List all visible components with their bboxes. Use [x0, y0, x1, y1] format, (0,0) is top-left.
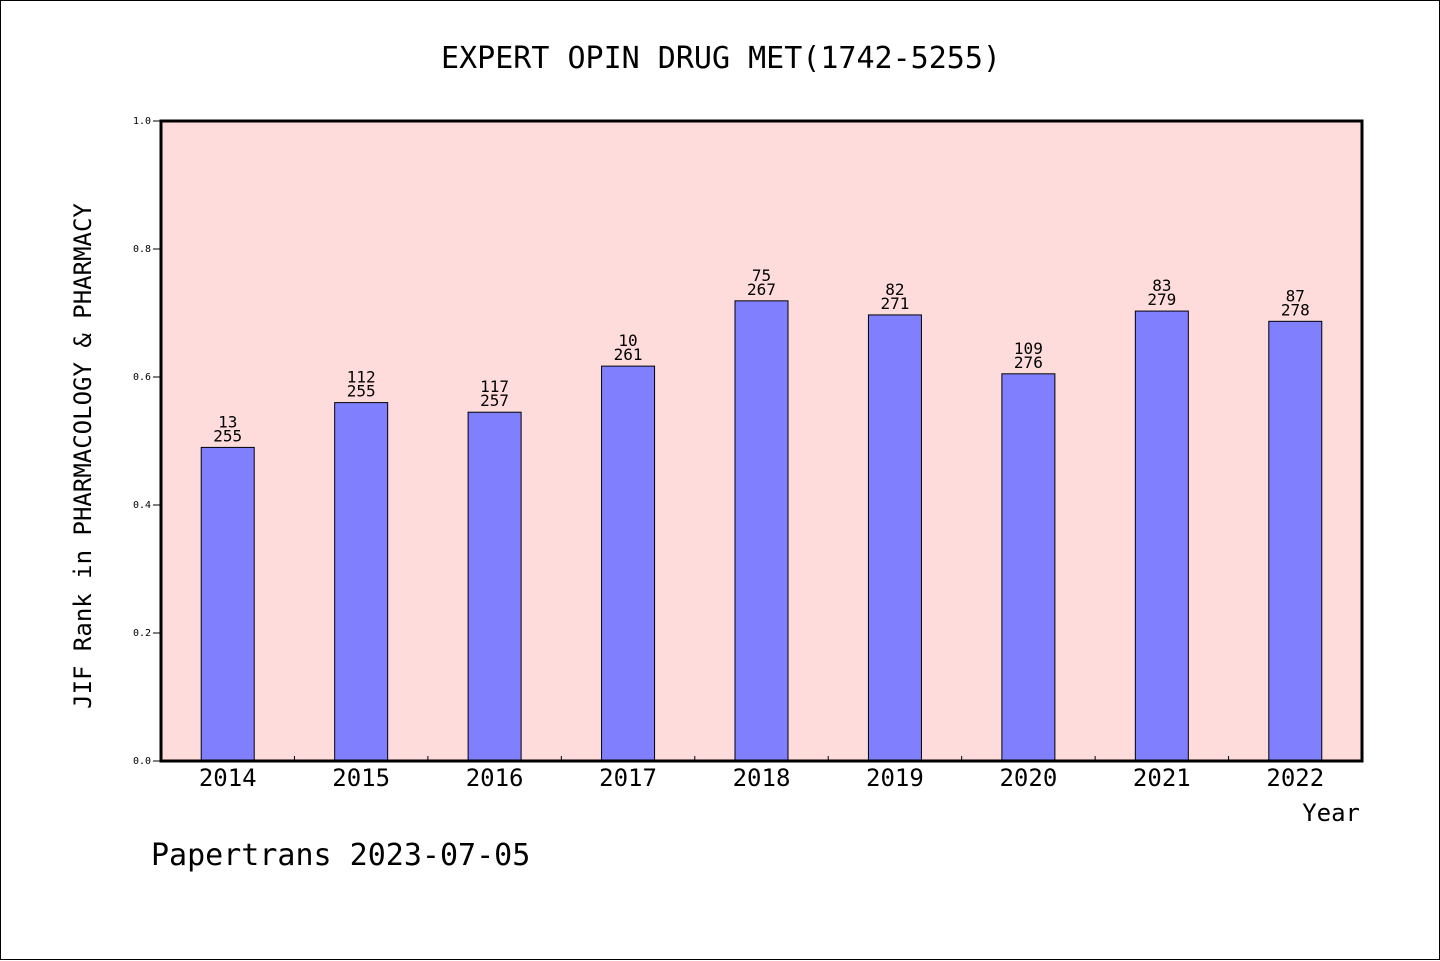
plot-frame: [159, 119, 1364, 763]
y-tick-label-1.0: 1.0: [133, 116, 151, 127]
data-label-bottom-2016: 257: [480, 391, 509, 410]
data-label-bottom-2018: 267: [747, 280, 776, 299]
x-tick-label-2021: 2021: [1133, 764, 1191, 792]
bar-2017: [601, 365, 656, 762]
y-tick-label-0.6: 0.6: [133, 372, 151, 383]
data-label-bottom-2014: 255: [213, 426, 242, 445]
data-label-top-2017: 10: [618, 331, 637, 350]
data-label-top-2018: 75: [752, 266, 771, 285]
x-tick-label-2014: 2014: [199, 764, 257, 792]
x-tick-label-2017: 2017: [599, 764, 657, 792]
data-label-bottom-2017: 261: [614, 345, 643, 364]
y-axis-label: JIF Rank in PHARMACOLOGY & PHARMACY: [69, 203, 97, 709]
bar-2021: [1134, 310, 1189, 762]
data-label-bottom-2020: 276: [1014, 353, 1043, 372]
x-tick-label-2016: 2016: [466, 764, 524, 792]
bar-2014: [200, 446, 255, 762]
data-label-top-2015: 112: [347, 368, 376, 387]
data-label-top-2014: 13: [218, 412, 237, 431]
y-axis: 0.0 0.2 0.4 0.6 0.8 1.0: [133, 116, 161, 767]
bar-2022: [1268, 320, 1323, 762]
footer-credit: Papertrans 2023-07-05: [151, 838, 530, 873]
chart-title: EXPERT OPIN DRUG MET(1742-5255): [441, 41, 1001, 76]
x-tick-label-2019: 2019: [866, 764, 924, 792]
data-label-bottom-2019: 271: [880, 294, 909, 313]
y-tick-label-0.0: 0.0: [133, 756, 151, 767]
bar-2015: [334, 402, 389, 762]
data-label-bottom-2022: 278: [1281, 300, 1310, 319]
x-axis: 2014 2015 2016 2017 2018 2019 2020 2021 2022: [199, 756, 1324, 792]
x-tick-label-2020: 2020: [999, 764, 1057, 792]
data-label-bottom-2021: 279: [1147, 290, 1176, 309]
data-label-bottom-2015: 255: [347, 382, 376, 401]
data-label-top-2019: 82: [885, 280, 904, 299]
y-tick-label-0.4: 0.4: [133, 500, 151, 511]
y-tick-label-0.2: 0.2: [133, 628, 151, 639]
data-label-top-2021: 83: [1152, 276, 1171, 295]
x-axis-label: Year: [1302, 799, 1360, 827]
data-label-top-2016: 117: [480, 377, 509, 396]
bar-2016: [467, 411, 522, 762]
data-label-top-2020: 109: [1014, 339, 1043, 358]
x-tick-label-2015: 2015: [332, 764, 390, 792]
bars-layer: [200, 300, 1323, 762]
y-tick-label-0.8: 0.8: [133, 244, 151, 255]
bar-2019: [867, 314, 922, 762]
bar-2020: [1001, 373, 1056, 762]
x-tick-label-2022: 2022: [1266, 764, 1324, 792]
data-label-top-2022: 87: [1286, 286, 1305, 305]
bar-2018: [734, 300, 789, 762]
x-tick-label-2018: 2018: [733, 764, 791, 792]
